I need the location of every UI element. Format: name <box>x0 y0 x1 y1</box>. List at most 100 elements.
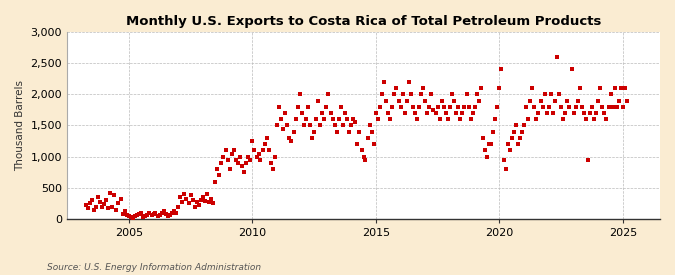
Point <box>578 111 589 115</box>
Point <box>412 117 423 122</box>
Point <box>111 207 122 212</box>
Point <box>333 117 344 122</box>
Point <box>593 98 603 103</box>
Y-axis label: Thousand Barrels: Thousand Barrels <box>15 80 25 171</box>
Point <box>482 155 493 159</box>
Point <box>200 199 211 203</box>
Point <box>377 92 387 97</box>
Point <box>327 117 338 122</box>
Point <box>585 111 595 115</box>
Point <box>313 98 324 103</box>
Point <box>315 123 325 128</box>
Point <box>204 199 215 204</box>
Point <box>354 130 364 134</box>
Point <box>529 104 540 109</box>
Point <box>520 104 531 109</box>
Point <box>385 117 396 122</box>
Point <box>84 201 95 206</box>
Point <box>90 204 101 209</box>
Point <box>533 111 544 115</box>
Point <box>302 104 313 109</box>
Point <box>610 86 620 90</box>
Point <box>92 195 103 199</box>
Point <box>500 167 511 171</box>
Point <box>257 148 268 153</box>
Title: Monthly U.S. Exports to Costa Rica of Total Petroleum Products: Monthly U.S. Exports to Costa Rica of To… <box>126 15 601 28</box>
Point <box>140 214 151 218</box>
Point <box>241 161 252 165</box>
Point <box>477 136 488 140</box>
Point <box>344 130 354 134</box>
Point <box>488 130 499 134</box>
Point <box>280 111 291 115</box>
Point <box>233 161 244 165</box>
Point <box>190 204 200 209</box>
Point <box>420 98 431 103</box>
Point <box>163 214 173 218</box>
Point <box>276 117 287 122</box>
Point <box>618 104 628 109</box>
Point <box>453 104 464 109</box>
Point <box>428 108 439 112</box>
Point <box>506 136 517 140</box>
Point <box>282 123 293 128</box>
Point <box>556 104 566 109</box>
Point <box>157 211 167 216</box>
Point <box>216 161 227 165</box>
Point <box>459 104 470 109</box>
Point <box>159 209 169 214</box>
Point <box>259 142 270 146</box>
Point <box>373 117 383 122</box>
Point <box>130 214 140 219</box>
Point <box>597 104 608 109</box>
Point <box>230 158 241 162</box>
Point <box>492 104 503 109</box>
Point <box>440 111 451 115</box>
Point <box>381 98 392 103</box>
Point <box>512 142 523 146</box>
Point <box>595 86 605 90</box>
Point <box>523 117 534 122</box>
Point <box>612 104 622 109</box>
Point <box>473 98 484 103</box>
Point <box>445 104 456 109</box>
Point <box>616 86 626 90</box>
Point <box>414 104 425 109</box>
Point <box>402 98 412 103</box>
Point <box>300 117 311 122</box>
Point <box>134 212 144 216</box>
Point <box>243 155 254 159</box>
Point <box>400 111 410 115</box>
Point <box>304 123 315 128</box>
Point <box>278 126 289 131</box>
Point <box>105 191 115 195</box>
Point <box>583 158 593 162</box>
Point <box>335 104 346 109</box>
Point <box>214 173 225 178</box>
Point <box>185 193 196 197</box>
Point <box>455 117 466 122</box>
Point <box>614 98 624 103</box>
Point <box>541 111 552 115</box>
Point <box>564 104 574 109</box>
Point <box>124 214 134 218</box>
Point <box>471 92 482 97</box>
Point <box>547 111 558 115</box>
Point <box>235 155 246 159</box>
Point <box>181 197 192 201</box>
Point <box>404 80 414 84</box>
Point <box>535 98 546 103</box>
Point <box>518 123 529 128</box>
Point <box>198 195 209 199</box>
Point <box>187 198 198 202</box>
Point <box>80 203 91 207</box>
Point <box>608 104 618 109</box>
Point <box>371 111 381 115</box>
Point <box>601 117 612 122</box>
Point <box>383 111 394 115</box>
Point <box>364 123 375 128</box>
Point <box>222 158 233 162</box>
Point <box>463 104 474 109</box>
Point <box>504 148 515 153</box>
Point <box>338 123 348 128</box>
